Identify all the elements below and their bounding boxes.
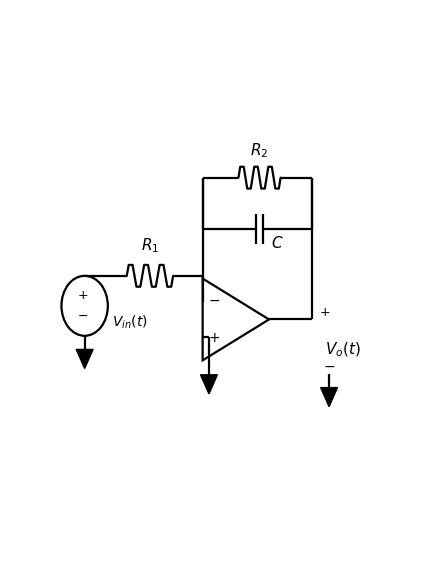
Text: $+$: $+$ bbox=[207, 331, 219, 345]
Text: $-$: $-$ bbox=[207, 293, 219, 307]
Polygon shape bbox=[320, 387, 337, 407]
Text: $R_1$: $R_1$ bbox=[141, 236, 159, 255]
Polygon shape bbox=[76, 349, 93, 369]
Text: $+$: $+$ bbox=[77, 290, 88, 303]
Polygon shape bbox=[200, 375, 217, 394]
Text: $+$: $+$ bbox=[318, 306, 329, 319]
Text: $C$: $C$ bbox=[271, 235, 283, 251]
Text: $R_2$: $R_2$ bbox=[250, 141, 268, 160]
Text: $V_{in}(t)$: $V_{in}(t)$ bbox=[112, 314, 148, 331]
Text: $-$: $-$ bbox=[77, 309, 88, 322]
Text: $V_o(t)$: $V_o(t)$ bbox=[324, 340, 360, 358]
Text: $-$: $-$ bbox=[322, 359, 334, 373]
